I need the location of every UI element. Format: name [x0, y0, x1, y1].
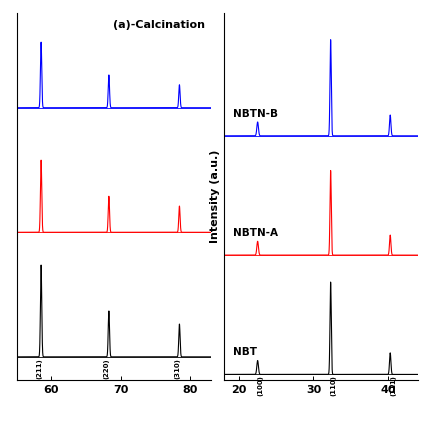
Text: (211): (211): [36, 358, 42, 379]
Text: NBTN-B: NBTN-B: [233, 109, 278, 119]
Text: (220): (220): [104, 358, 110, 379]
Text: (111): (111): [390, 375, 396, 395]
Text: NBT: NBT: [233, 347, 257, 357]
Text: (110): (110): [330, 375, 337, 395]
Text: (100): (100): [257, 375, 264, 395]
Text: NBTN-A: NBTN-A: [233, 228, 278, 238]
Y-axis label: Intensity (a.u.): Intensity (a.u.): [210, 149, 220, 243]
Text: (a)-Calcination: (a)-Calcination: [113, 20, 205, 30]
Text: (310): (310): [174, 358, 180, 379]
